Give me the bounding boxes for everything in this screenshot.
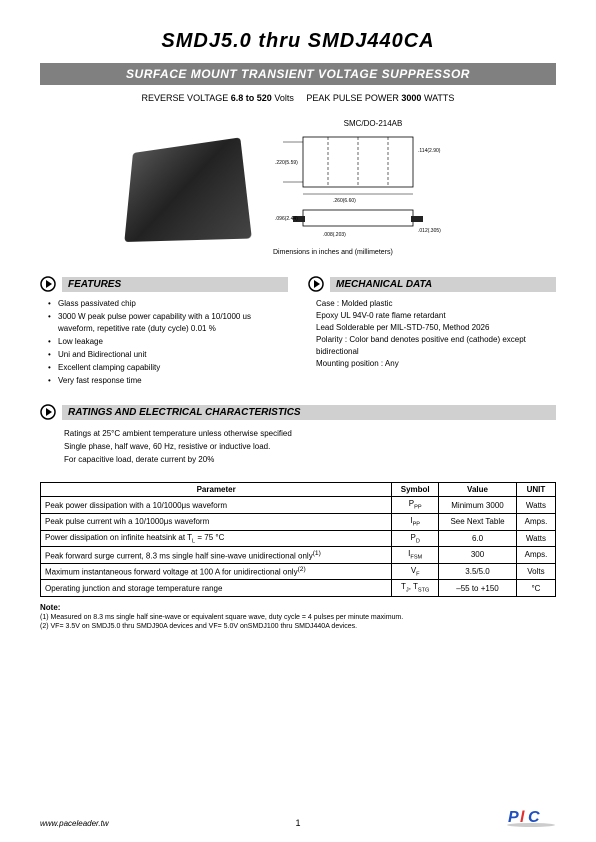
mech-caption: SMC/DO-214AB <box>273 119 473 128</box>
ratings-intro: Ratings at 25°C ambient temperature unle… <box>40 428 556 466</box>
footer-page: 1 <box>295 818 300 828</box>
mechdata-line: Epoxy UL 94V-0 rate flame retardant <box>316 310 556 322</box>
mech-dim-note: Dimensions in inches and (millimeters) <box>273 249 473 256</box>
unit-cell: Watts <box>516 497 555 514</box>
mechdata-heading: MECHANICAL DATA <box>330 277 556 292</box>
ratings-heading: RATINGS AND ELECTRICAL CHARACTERISTICS <box>62 405 556 420</box>
symbol-cell: IPP <box>392 513 439 530</box>
arrow-icon <box>308 276 324 292</box>
ratings-intro-line: Ratings at 25°C ambient temperature unle… <box>64 428 556 441</box>
unit-cell: Amps. <box>516 547 555 564</box>
svg-text:.008(.203): .008(.203) <box>323 232 346 238</box>
mech-drawing-svg: .220(5.59) .114(2.90) .260(6.60) .096(2.… <box>273 132 473 242</box>
list-item: Glass passivated chip <box>58 298 288 310</box>
param-cell: Peak pulse current wih a 10/1000μs wavef… <box>41 513 392 530</box>
symbol-cell: TJ, TSTG <box>392 580 439 597</box>
svg-text:C: C <box>528 809 540 826</box>
svg-text:.096(2.44): .096(2.44) <box>275 216 298 222</box>
symbol-cell: PPP <box>392 497 439 514</box>
component-photo <box>123 119 243 256</box>
param-cell: Peak forward surge current, 8.3 ms singl… <box>41 547 392 564</box>
value-cell: See Next Table <box>439 513 517 530</box>
svg-text:.114(2.90): .114(2.90) <box>418 148 441 154</box>
param-cell: Power dissipation on infinite heatsink a… <box>41 530 392 547</box>
table-header-cell: Value <box>439 483 517 497</box>
rev-voltage-range: 6.8 to 520 <box>231 93 272 103</box>
table-row: Maximum instantaneous forward voltage at… <box>41 563 556 580</box>
table-row: Peak power dissipation with a 10/1000μs … <box>41 497 556 514</box>
peak-power-label: PEAK PULSE POWER <box>306 93 399 103</box>
arrow-icon <box>40 404 56 420</box>
footer-url: www.paceleader.tw <box>40 819 109 828</box>
mechanical-drawing: SMC/DO-214AB .220(5.59) .114(2.90) .260(… <box>273 119 473 256</box>
table-header-cell: Parameter <box>41 483 392 497</box>
table-header-cell: UNIT <box>516 483 555 497</box>
specs-line: REVERSE VOLTAGE 6.8 to 520 Volts PEAK PU… <box>40 93 556 103</box>
param-cell: Peak power dissipation with a 10/1000μs … <box>41 497 392 514</box>
value-cell: 3.5/5.0 <box>439 563 517 580</box>
mechdata-line: Mounting position : Any <box>316 358 556 370</box>
mechdata-lines: Case : Molded plasticEpoxy UL 94V-0 rate… <box>308 298 556 370</box>
subtitle-bar: SURFACE MOUNT TRANSIENT VOLTAGE SUPPRESS… <box>40 63 556 85</box>
peak-power-unit: WATTS <box>424 93 455 103</box>
table-header-cell: Symbol <box>392 483 439 497</box>
svg-text:.260(6.60): .260(6.60) <box>333 198 356 204</box>
note-heading: Note: <box>40 603 556 612</box>
arrow-icon <box>40 276 56 292</box>
list-item: Low leakage <box>58 336 288 348</box>
table-row: Operating junction and storage temperatu… <box>41 580 556 597</box>
table-row: Peak pulse current wih a 10/1000μs wavef… <box>41 513 556 530</box>
param-cell: Operating junction and storage temperatu… <box>41 580 392 597</box>
mechdata-header: MECHANICAL DATA <box>308 276 556 292</box>
param-cell: Maximum instantaneous forward voltage at… <box>41 563 392 580</box>
features-list: Glass passivated chip3000 W peak pulse p… <box>40 298 288 387</box>
svg-text:l: l <box>520 809 525 826</box>
ratings-intro-line: For capacitive load, derate current by 2… <box>64 454 556 467</box>
rev-voltage-unit: Volts <box>274 93 294 103</box>
symbol-cell: IFSM <box>392 547 439 564</box>
features-heading: FEATURES <box>62 277 288 292</box>
unit-cell: Volts <box>516 563 555 580</box>
list-item: Very fast response time <box>58 375 288 387</box>
svg-text:.012(.305): .012(.305) <box>418 228 441 234</box>
logo-icon: P l C <box>506 808 556 828</box>
symbol-cell: VF <box>392 563 439 580</box>
features-header: FEATURES <box>40 276 288 292</box>
list-item: Uni and Bidirectional unit <box>58 349 288 361</box>
unit-cell: Watts <box>516 530 555 547</box>
svg-text:P: P <box>508 809 519 826</box>
note-line: (1) Measured on 8.3 ms single half sine-… <box>40 614 556 621</box>
rev-voltage-label: REVERSE VOLTAGE <box>142 93 229 103</box>
value-cell: –55 to +150 <box>439 580 517 597</box>
value-cell: 6.0 <box>439 530 517 547</box>
list-item: 3000 W peak pulse power capability with … <box>58 311 288 335</box>
peak-power-value: 3000 <box>401 93 421 103</box>
ratings-header: RATINGS AND ELECTRICAL CHARACTERISTICS <box>40 404 556 420</box>
unit-cell: Amps. <box>516 513 555 530</box>
ratings-intro-line: Single phase, half wave, 60 Hz, resistiv… <box>64 441 556 454</box>
mechdata-line: Lead Solderable per MIL-STD-750, Method … <box>316 322 556 334</box>
table-row: Power dissipation on infinite heatsink a… <box>41 530 556 547</box>
params-table: ParameterSymbolValueUNIT Peak power diss… <box>40 482 556 597</box>
mechdata-line: Case : Molded plastic <box>316 298 556 310</box>
mechdata-line: Polarity : Color band denotes positive e… <box>316 334 556 358</box>
svg-text:.220(5.59): .220(5.59) <box>275 160 298 166</box>
list-item: Excellent clamping capability <box>58 362 288 374</box>
note-line: (2) VF= 3.5V on SMDJ5.0 thru SMDJ90A dev… <box>40 623 556 630</box>
unit-cell: °C <box>516 580 555 597</box>
page-title: SMDJ5.0 thru SMDJ440CA <box>40 30 556 53</box>
value-cell: Minimum 3000 <box>439 497 517 514</box>
value-cell: 300 <box>439 547 517 564</box>
table-row: Peak forward surge current, 8.3 ms singl… <box>41 547 556 564</box>
symbol-cell: PD <box>392 530 439 547</box>
